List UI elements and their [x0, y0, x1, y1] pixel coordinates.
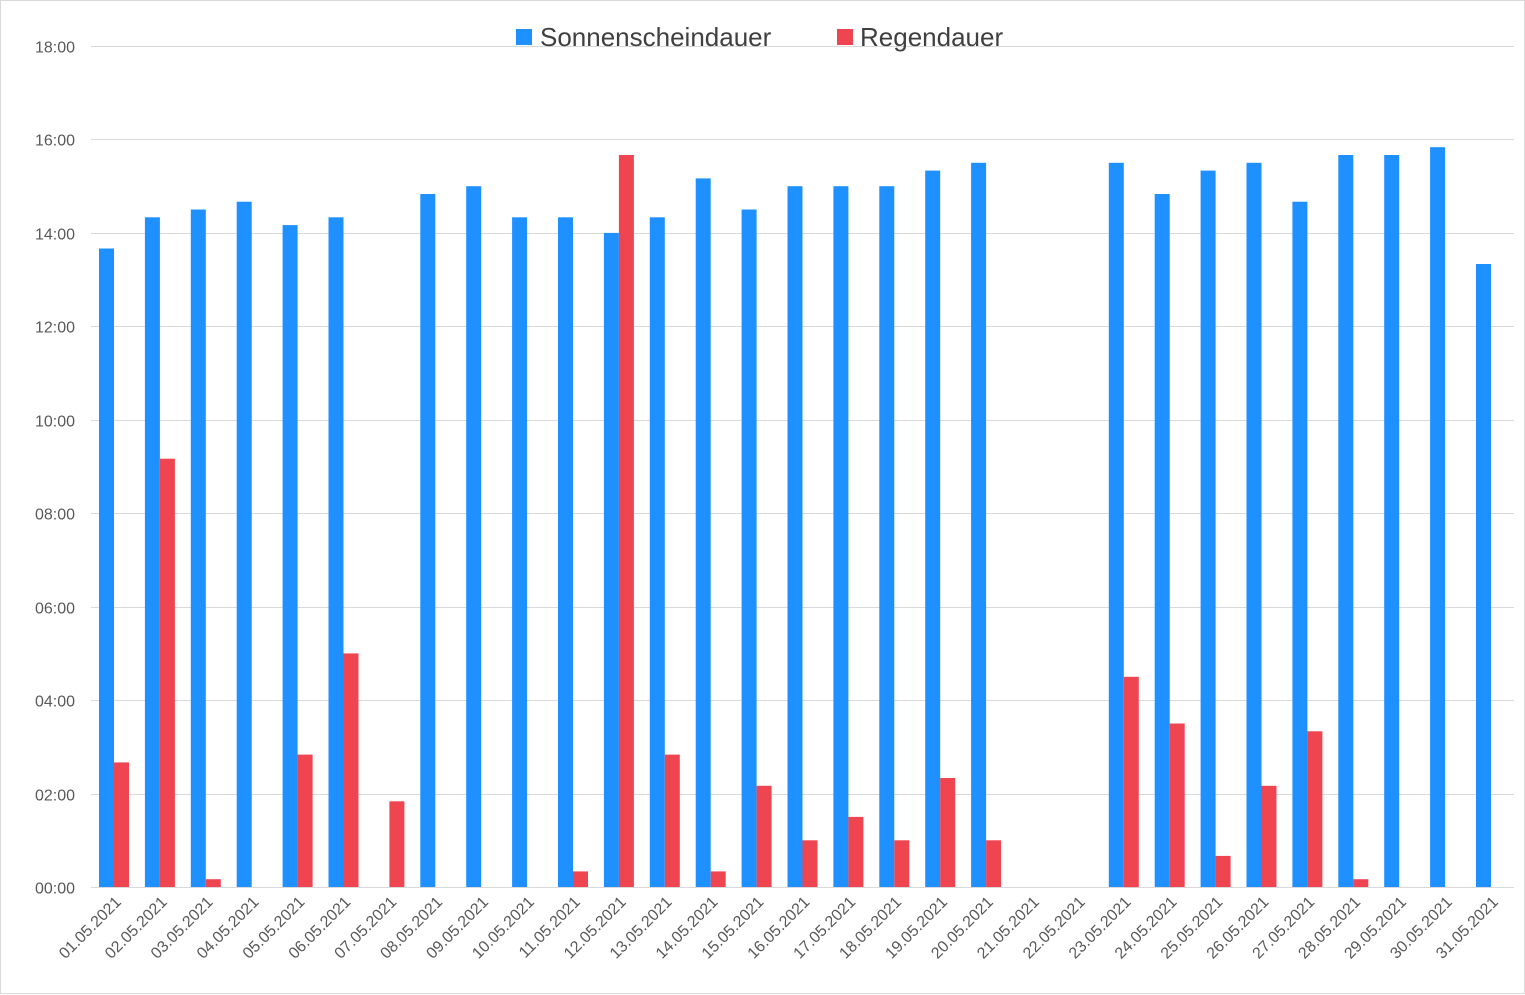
bar-sonnenscheindauer	[1154, 194, 1170, 887]
bar-regendauer	[986, 840, 1002, 887]
x-axis-labels: 01.05.202102.05.202103.05.202104.05.2021…	[56, 894, 1502, 963]
bar-sonnenscheindauer	[787, 186, 803, 887]
bar-regendauer	[664, 754, 680, 887]
bar-sonnenscheindauer	[282, 225, 298, 888]
bar-regendauer	[756, 785, 772, 887]
bars	[99, 147, 1491, 888]
y-tick-label: 16:00	[35, 133, 75, 150]
legend-swatch-regendauer	[837, 29, 853, 45]
bar-regendauer	[1215, 855, 1231, 887]
bar-regendauer	[1353, 879, 1369, 887]
bar-sonnenscheindauer	[1246, 162, 1262, 888]
bar-sonnenscheindauer	[649, 217, 665, 888]
bar-regendauer	[1307, 731, 1323, 887]
y-tick-label: 04:00	[35, 694, 75, 711]
bar-sonnenscheindauer	[925, 170, 941, 888]
bar-sonnenscheindauer	[1108, 162, 1124, 888]
legend-label-sonnenscheindauer: Sonnenscheindauer	[540, 22, 772, 52]
bar-sonnenscheindauer	[1476, 264, 1491, 887]
y-tick-label: 08:00	[35, 507, 75, 524]
bar-sonnenscheindauer	[741, 209, 757, 887]
bar-regendauer	[297, 754, 313, 887]
bar-sonnenscheindauer	[1384, 155, 1400, 887]
bar-sonnenscheindauer	[144, 217, 160, 888]
legend-label-regendauer: Regendauer	[860, 22, 1003, 52]
bar-regendauer	[848, 816, 864, 887]
bar-sonnenscheindauer	[512, 217, 528, 888]
bar-regendauer	[710, 871, 726, 887]
bar-regendauer	[940, 778, 956, 887]
bar-sonnenscheindauer	[190, 209, 206, 887]
y-tick-label: 10:00	[35, 414, 75, 431]
bar-sonnenscheindauer	[1430, 147, 1446, 887]
y-tick-label: 02:00	[35, 788, 75, 805]
bar-sonnenscheindauer	[1338, 155, 1354, 887]
bar-regendauer	[389, 801, 405, 887]
bar-regendauer	[343, 653, 359, 887]
bar-sonnenscheindauer	[558, 217, 573, 888]
y-tick-label: 06:00	[35, 601, 75, 618]
bar-regendauer	[205, 879, 221, 887]
bar-sonnenscheindauer	[99, 248, 114, 887]
bar-sonnenscheindauer	[833, 186, 849, 887]
bar-regendauer	[114, 762, 129, 887]
bar-sonnenscheindauer	[603, 232, 619, 887]
bar-regendauer	[573, 871, 588, 887]
bar-sonnenscheindauer	[420, 194, 436, 887]
bar-sonnenscheindauer	[328, 217, 344, 888]
bar-sonnenscheindauer	[236, 201, 252, 887]
bar-sonnenscheindauer	[971, 162, 987, 888]
bar-regendauer	[159, 458, 175, 887]
y-tick-label: 18:00	[35, 40, 75, 57]
bar-regendauer	[894, 840, 910, 887]
bar-sonnenscheindauer	[695, 178, 711, 887]
bar-sonnenscheindauer	[879, 186, 895, 887]
bar-sonnenscheindauer	[466, 186, 482, 887]
y-tick-label: 12:00	[35, 320, 75, 337]
y-tick-label: 00:00	[35, 881, 75, 898]
bar-sonnenscheindauer	[1292, 201, 1308, 887]
bar-regendauer	[618, 155, 634, 887]
bar-regendauer	[1169, 723, 1185, 887]
y-tick-label: 14:00	[35, 227, 75, 244]
bar-sonnenscheindauer	[1200, 170, 1216, 888]
legend-swatch-sonnenscheindauer	[516, 29, 532, 45]
bar-regendauer	[1123, 676, 1139, 888]
y-axis-labels: 00:00 02:00 04:00 06:00 08:00 10:00 12:00 14:00…	[35, 40, 75, 898]
legend: Sonnenscheindauer Regendauer	[516, 22, 1003, 52]
bar-regendauer	[802, 840, 818, 887]
bar-regendauer	[1261, 785, 1277, 887]
